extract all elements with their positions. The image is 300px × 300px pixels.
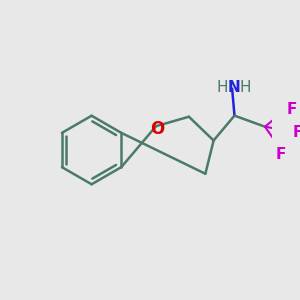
Text: O: O bbox=[150, 120, 164, 138]
Text: H: H bbox=[217, 80, 228, 95]
Text: H: H bbox=[239, 80, 250, 95]
Text: N: N bbox=[228, 80, 240, 95]
Text: F: F bbox=[287, 102, 297, 117]
Text: F: F bbox=[293, 125, 300, 140]
Text: F: F bbox=[275, 147, 286, 162]
